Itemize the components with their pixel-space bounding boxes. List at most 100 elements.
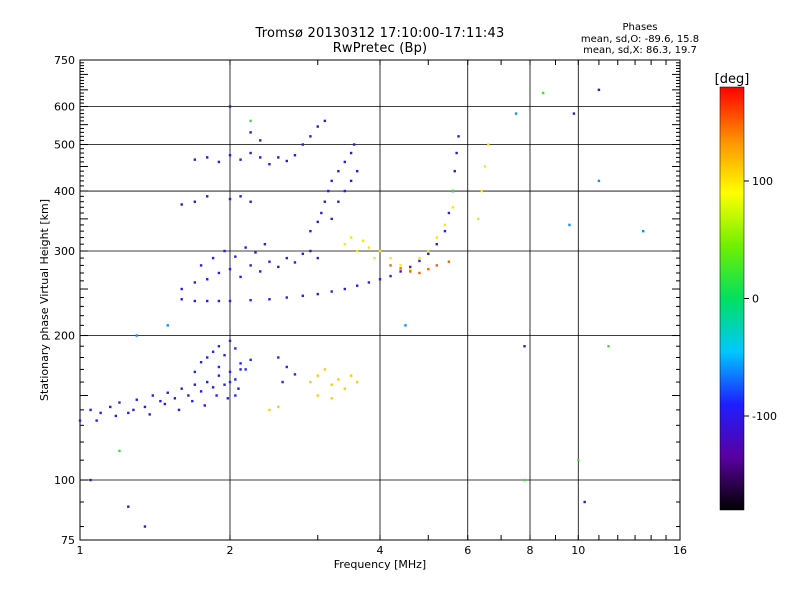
data-point [228, 370, 232, 374]
data-point [234, 347, 237, 350]
phases-title: Phases [622, 22, 658, 33]
data-point [399, 267, 402, 270]
data-point [132, 408, 135, 412]
data-point [642, 229, 645, 233]
y-tick-label: 600 [54, 101, 75, 114]
data-point [259, 270, 262, 273]
data-point [477, 217, 480, 221]
data-point [435, 264, 438, 267]
x-tick-label: 2 [227, 544, 234, 557]
data-point [285, 256, 288, 260]
data-point [389, 264, 392, 267]
data-point [205, 156, 209, 159]
data-point [135, 398, 138, 401]
data-point [443, 229, 447, 233]
data-point [215, 394, 218, 397]
data-point [180, 287, 183, 291]
x-tick-label: 10 [571, 544, 585, 557]
y-tick-label: 100 [54, 474, 75, 487]
data-point [293, 261, 297, 264]
data-point [404, 324, 407, 327]
data-point [349, 179, 353, 183]
data-point [355, 249, 359, 253]
x-tick-label: 4 [377, 544, 384, 557]
data-point [228, 380, 232, 384]
data-point [293, 373, 297, 376]
data-point [453, 169, 456, 173]
x-tick-label: 16 [673, 544, 687, 557]
data-point [118, 449, 121, 453]
data-point [268, 260, 271, 263]
data-point [330, 383, 333, 386]
data-point [228, 267, 232, 271]
data-point [193, 370, 197, 374]
data-point [203, 404, 206, 407]
data-point [409, 265, 412, 269]
data-point [187, 394, 190, 397]
data-point [239, 195, 242, 198]
data-point [409, 270, 412, 273]
data-point [337, 169, 340, 173]
data-point [193, 299, 197, 303]
data-point [343, 160, 347, 164]
data-point [148, 413, 151, 416]
data-point [309, 229, 312, 233]
data-point [244, 246, 247, 249]
data-point [389, 274, 392, 278]
data-point [330, 290, 333, 293]
data-point [418, 271, 421, 275]
data-point [330, 179, 333, 183]
data-point [281, 380, 284, 384]
data-point [343, 242, 347, 246]
data-point [330, 217, 333, 221]
data-point [343, 387, 347, 390]
data-point [572, 112, 576, 115]
data-point [268, 162, 271, 166]
data-point [228, 154, 232, 157]
data-point [78, 419, 82, 422]
data-point [373, 256, 376, 260]
data-point [199, 390, 203, 393]
data-point [349, 374, 353, 377]
data-point [277, 405, 280, 409]
x-tick-label: 1 [77, 544, 84, 557]
data-point [487, 143, 490, 146]
y-tick-label: 500 [54, 139, 75, 152]
data-point [228, 299, 232, 303]
data-point [95, 419, 98, 422]
data-point [435, 236, 438, 239]
data-point [239, 362, 242, 365]
data-point [399, 270, 402, 273]
data-point [135, 334, 138, 337]
data-point [180, 387, 183, 390]
data-point [285, 365, 288, 369]
chart-title: Tromsø 20130312 17:10:00-17:11:43 [255, 26, 505, 41]
data-point [249, 200, 252, 203]
data-point [249, 131, 252, 134]
data-point [234, 255, 237, 258]
data-point [199, 360, 203, 364]
data-point [166, 391, 169, 394]
data-point [217, 365, 221, 369]
data-point [577, 458, 580, 462]
data-point [320, 211, 323, 215]
phases-o-stats: mean, sd,O: -89.6, 15.8 [580, 34, 700, 45]
data-point [568, 223, 571, 227]
data-point [249, 298, 252, 302]
data-point [249, 264, 252, 267]
colorbar-tick-label: 0 [752, 293, 759, 306]
data-point [523, 478, 526, 482]
data-point [205, 195, 209, 198]
data-point [217, 271, 221, 275]
data-point [597, 179, 601, 183]
data-point [180, 298, 183, 301]
data-point [226, 397, 230, 400]
data-point [337, 378, 340, 381]
data-point [151, 394, 155, 397]
data-point [399, 264, 402, 267]
data-point [228, 339, 232, 343]
data-point [143, 525, 147, 528]
data-point [211, 386, 215, 389]
data-point [217, 345, 221, 348]
data-point [118, 401, 121, 404]
